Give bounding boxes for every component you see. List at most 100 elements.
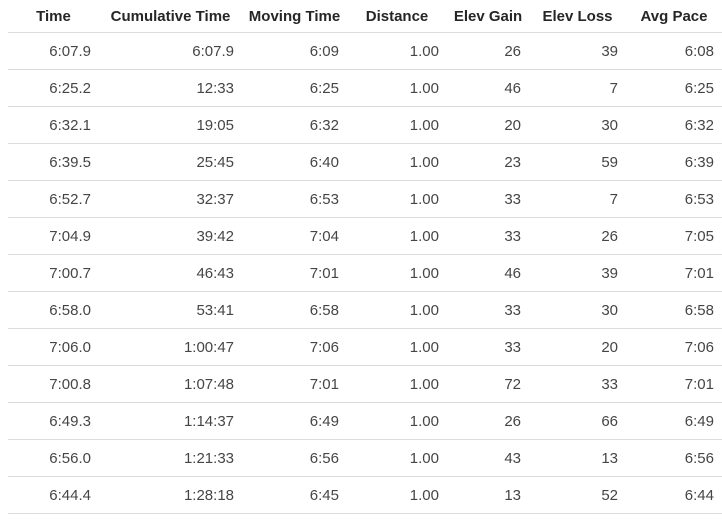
cell-cumulative-time: 1:07:48 (99, 365, 242, 403)
cell-cumulative-time: 46:43 (99, 254, 242, 292)
splits-table: Time Cumulative Time Moving Time Distanc… (8, 0, 722, 514)
cell-moving-time: 6:56 (242, 439, 347, 477)
cell-elev-gain: 23 (447, 143, 529, 181)
column-header-avg-pace: Avg Pace (626, 0, 722, 33)
cell-elev-gain: 72 (447, 365, 529, 403)
column-header-cumulative-time: Cumulative Time (99, 0, 242, 33)
cell-cumulative-time: 32:37 (99, 180, 242, 218)
cell-time: 7:06.0 (8, 328, 99, 366)
cell-elev-gain: 33 (447, 180, 529, 218)
cell-moving-time: 7:04 (242, 217, 347, 255)
table-row: 6:56.0 1:21:33 6:56 1.00 43 13 6:56 (8, 439, 722, 477)
table-row: 7:06.0 1:00:47 7:06 1.00 33 20 7:06 (8, 328, 722, 366)
cell-cumulative-time: 12:33 (99, 69, 242, 107)
cell-elev-loss: 30 (529, 106, 626, 144)
splits-table-body: 6:07.9 6:07.9 6:09 1.00 26 39 6:08 6:25.2 12:33 6… (8, 32, 722, 514)
table-row: 6:44.4 1:28:18 6:45 1.00 13 52 6:44 (8, 476, 722, 514)
cell-distance: 1.00 (347, 180, 447, 218)
cell-distance: 1.00 (347, 32, 447, 70)
table-row: 6:52.7 32:37 6:53 1.00 33 7 6:53 (8, 180, 722, 218)
cell-distance: 1.00 (347, 143, 447, 181)
cell-distance: 1.00 (347, 365, 447, 403)
cell-elev-gain: 46 (447, 69, 529, 107)
cell-avg-pace: 6:49 (626, 402, 722, 440)
cell-elev-loss: 39 (529, 254, 626, 292)
cell-elev-loss: 30 (529, 291, 626, 329)
cell-cumulative-time: 25:45 (99, 143, 242, 181)
cell-moving-time: 6:58 (242, 291, 347, 329)
cell-moving-time: 6:53 (242, 180, 347, 218)
cell-elev-loss: 20 (529, 328, 626, 366)
cell-elev-gain: 20 (447, 106, 529, 144)
cell-moving-time: 6:25 (242, 69, 347, 107)
cell-avg-pace: 7:06 (626, 328, 722, 366)
cell-elev-loss: 13 (529, 439, 626, 477)
cell-elev-gain: 13 (447, 476, 529, 514)
cell-time: 7:04.9 (8, 217, 99, 255)
cell-elev-gain: 33 (447, 217, 529, 255)
cell-time: 6:07.9 (8, 32, 99, 70)
cell-moving-time: 7:01 (242, 254, 347, 292)
cell-cumulative-time: 1:28:18 (99, 476, 242, 514)
column-header-moving-time: Moving Time (242, 0, 347, 33)
cell-moving-time: 6:45 (242, 476, 347, 514)
cell-time: 6:44.4 (8, 476, 99, 514)
cell-distance: 1.00 (347, 106, 447, 144)
cell-avg-pace: 6:53 (626, 180, 722, 218)
table-row: 6:32.1 19:05 6:32 1.00 20 30 6:32 (8, 106, 722, 144)
table-row: 6:49.3 1:14:37 6:49 1.00 26 66 6:49 (8, 402, 722, 440)
cell-avg-pace: 6:08 (626, 32, 722, 70)
cell-elev-loss: 39 (529, 32, 626, 70)
cell-time: 6:32.1 (8, 106, 99, 144)
cell-elev-loss: 66 (529, 402, 626, 440)
cell-moving-time: 6:32 (242, 106, 347, 144)
cell-distance: 1.00 (347, 476, 447, 514)
cell-moving-time: 6:40 (242, 143, 347, 181)
cell-avg-pace: 6:58 (626, 291, 722, 329)
header-row: Time Cumulative Time Moving Time Distanc… (8, 0, 722, 33)
cell-elev-loss: 7 (529, 180, 626, 218)
cell-elev-loss: 26 (529, 217, 626, 255)
cell-time: 6:39.5 (8, 143, 99, 181)
cell-cumulative-time: 1:21:33 (99, 439, 242, 477)
cell-avg-pace: 7:01 (626, 254, 722, 292)
cell-cumulative-time: 1:00:47 (99, 328, 242, 366)
cell-distance: 1.00 (347, 217, 447, 255)
cell-elev-gain: 26 (447, 32, 529, 70)
cell-moving-time: 7:01 (242, 365, 347, 403)
cell-time: 6:52.7 (8, 180, 99, 218)
cell-moving-time: 6:09 (242, 32, 347, 70)
cell-cumulative-time: 53:41 (99, 291, 242, 329)
cell-cumulative-time: 1:14:37 (99, 402, 242, 440)
cell-time: 7:00.8 (8, 365, 99, 403)
cell-elev-loss: 7 (529, 69, 626, 107)
cell-avg-pace: 6:32 (626, 106, 722, 144)
cell-distance: 1.00 (347, 69, 447, 107)
table-row: 6:25.2 12:33 6:25 1.00 46 7 6:25 (8, 69, 722, 107)
cell-time: 7:00.7 (8, 254, 99, 292)
cell-elev-gain: 43 (447, 439, 529, 477)
cell-elev-gain: 26 (447, 402, 529, 440)
table-row: 7:04.9 39:42 7:04 1.00 33 26 7:05 (8, 217, 722, 255)
cell-elev-loss: 52 (529, 476, 626, 514)
cell-distance: 1.00 (347, 402, 447, 440)
cell-distance: 1.00 (347, 439, 447, 477)
cell-time: 6:25.2 (8, 69, 99, 107)
table-row: 7:00.7 46:43 7:01 1.00 46 39 7:01 (8, 254, 722, 292)
column-header-elev-gain: Elev Gain (447, 0, 529, 33)
cell-time: 6:56.0 (8, 439, 99, 477)
cell-elev-loss: 59 (529, 143, 626, 181)
cell-elev-gain: 46 (447, 254, 529, 292)
cell-cumulative-time: 6:07.9 (99, 32, 242, 70)
table-row: 6:39.5 25:45 6:40 1.00 23 59 6:39 (8, 143, 722, 181)
cell-elev-gain: 33 (447, 328, 529, 366)
cell-time: 6:49.3 (8, 402, 99, 440)
column-header-elev-loss: Elev Loss (529, 0, 626, 33)
cell-distance: 1.00 (347, 328, 447, 366)
cell-moving-time: 7:06 (242, 328, 347, 366)
cell-avg-pace: 7:05 (626, 217, 722, 255)
cell-time: 6:58.0 (8, 291, 99, 329)
column-header-time: Time (8, 0, 99, 33)
cell-avg-pace: 6:39 (626, 143, 722, 181)
